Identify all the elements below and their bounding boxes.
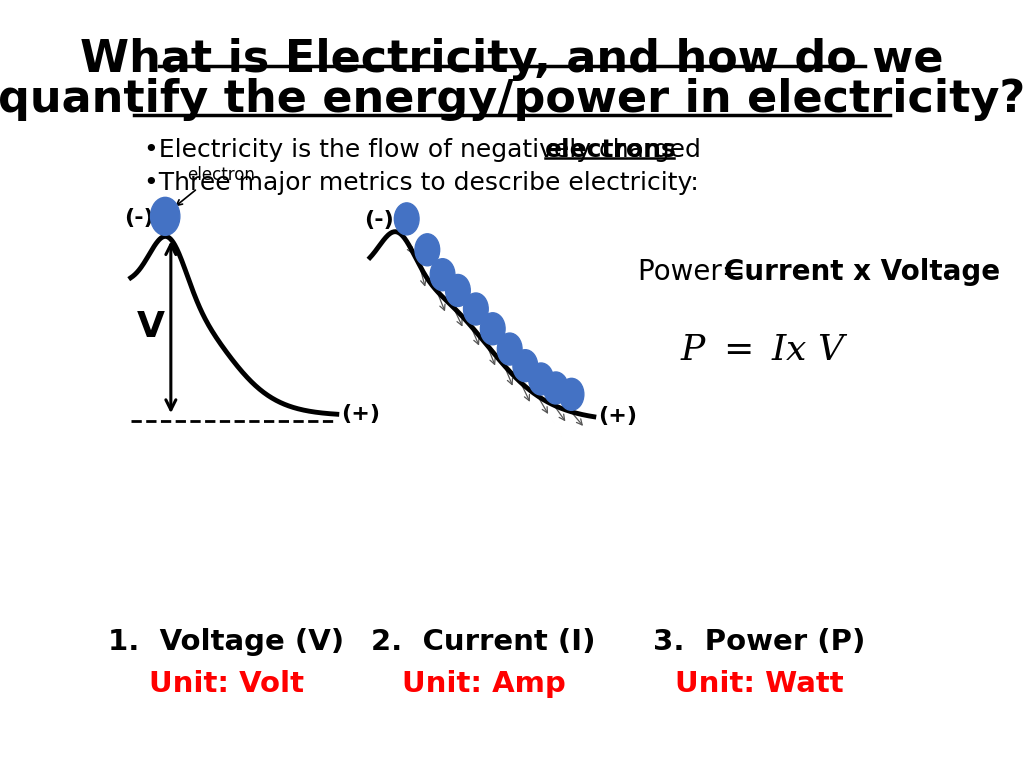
Circle shape (151, 197, 180, 235)
Text: •Three major metrics to describe electricity:: •Three major metrics to describe electri… (143, 171, 698, 195)
Text: (+): (+) (341, 404, 381, 424)
Text: (+): (+) (598, 406, 638, 426)
Circle shape (415, 233, 439, 266)
Text: Current x Voltage: Current x Voltage (724, 258, 1000, 286)
Text: (-): (-) (125, 208, 155, 228)
Circle shape (480, 313, 505, 345)
Circle shape (394, 203, 419, 235)
Circle shape (430, 259, 455, 291)
Text: electron: electron (186, 167, 255, 184)
Circle shape (559, 379, 584, 410)
Text: 2.  Current (I): 2. Current (I) (371, 628, 596, 656)
Text: Unit: Amp: Unit: Amp (401, 670, 565, 698)
Text: Power=: Power= (638, 258, 754, 286)
Circle shape (498, 333, 522, 365)
Text: 1.  Voltage (V): 1. Voltage (V) (109, 628, 344, 656)
Text: What is Electricity, and how do we: What is Electricity, and how do we (80, 38, 944, 81)
Circle shape (513, 349, 538, 382)
Circle shape (544, 372, 568, 404)
Circle shape (464, 293, 488, 325)
Circle shape (445, 274, 470, 306)
Text: electrons: electrons (545, 138, 677, 162)
Text: •Electricity is the flow of negatively charged: •Electricity is the flow of negatively c… (143, 138, 717, 162)
Text: 3.  Power (P): 3. Power (P) (652, 628, 865, 656)
Text: quantify the energy/power in electricity?: quantify the energy/power in electricity… (0, 78, 1024, 121)
Text: Unit: Volt: Unit: Volt (148, 670, 304, 698)
Text: $\mathit{P}\ =\ \mathit{Ix}\ \mathit{V}$: $\mathit{P}\ =\ \mathit{Ix}\ \mathit{V}$ (680, 333, 849, 367)
Text: V: V (137, 310, 165, 344)
Text: Unit: Watt: Unit: Watt (675, 670, 844, 698)
Text: (-): (-) (364, 210, 393, 230)
Circle shape (528, 363, 553, 395)
